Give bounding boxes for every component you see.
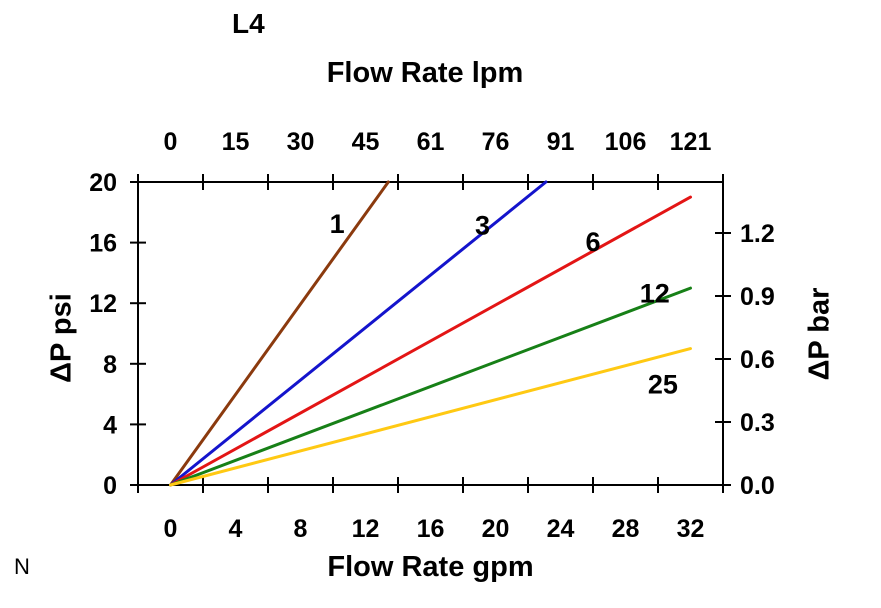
bottom-tick-label: 20 xyxy=(482,515,510,543)
series-label-12: 12 xyxy=(640,279,670,309)
series-label-25: 25 xyxy=(648,370,678,400)
bottom-tick-label: 28 xyxy=(612,515,640,543)
right-tick-label: 1.2 xyxy=(740,220,775,248)
top-tick-label: 45 xyxy=(352,128,380,156)
bottom-tick-label: 8 xyxy=(294,515,308,543)
right-tick-label: 0.3 xyxy=(740,409,775,437)
series-line-25 xyxy=(169,347,692,487)
left-tick-label: 4 xyxy=(103,411,117,439)
series-line-1 xyxy=(169,180,390,487)
chart-title: L4 xyxy=(232,8,265,39)
series-line-12 xyxy=(169,286,692,487)
left-tick-label: 8 xyxy=(103,351,117,379)
top-tick-label: 91 xyxy=(547,128,575,156)
right-tick-label: 0.9 xyxy=(740,283,775,311)
top-tick-label: 15 xyxy=(222,128,250,156)
bottom-tick-label: 32 xyxy=(677,515,705,543)
series-line-6 xyxy=(169,195,692,487)
series-label-1: 1 xyxy=(330,209,345,239)
top-tick-label: 76 xyxy=(482,128,510,156)
left-tick-label: 16 xyxy=(89,230,117,258)
bottom-tick-label: 12 xyxy=(352,515,380,543)
series-label-6: 6 xyxy=(585,227,600,257)
left-tick-label: 12 xyxy=(89,290,117,318)
top-axis-title: Flow Rate lpm xyxy=(326,57,524,89)
bottom-axis-title: Flow Rate gpm xyxy=(327,551,534,583)
bottom-tick-label: 0 xyxy=(164,515,178,543)
bottom-tick-label: 4 xyxy=(229,515,243,543)
top-tick-label: 106 xyxy=(605,128,647,156)
bottom-tick-label: 16 xyxy=(417,515,445,543)
plot-box xyxy=(137,181,724,486)
top-tick-label: 30 xyxy=(287,128,315,156)
right-tick-label: 0.6 xyxy=(740,346,775,374)
top-tick-label: 121 xyxy=(670,128,712,156)
top-tick-label: 0 xyxy=(164,128,178,156)
left-tick-label: 20 xyxy=(89,169,117,197)
series-label-3: 3 xyxy=(475,210,490,240)
series-line-3 xyxy=(169,180,548,487)
right-tick-label: 0.0 xyxy=(740,472,775,500)
top-tick-label: 61 xyxy=(417,128,445,156)
left-tick-label: 0 xyxy=(103,472,117,500)
corner-mark: N xyxy=(14,554,30,579)
bottom-tick-label: 24 xyxy=(547,515,575,543)
